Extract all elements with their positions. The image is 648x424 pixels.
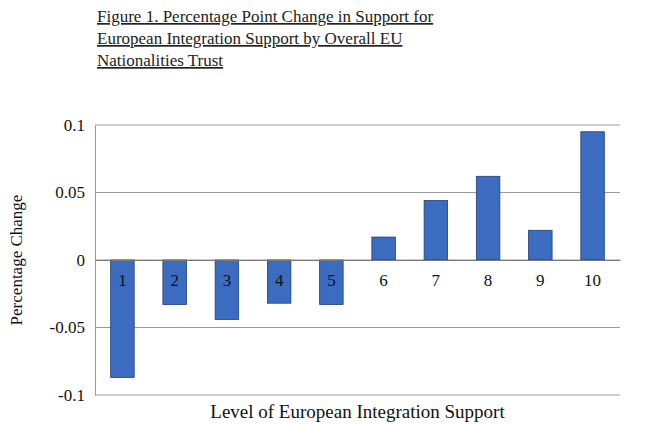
tick: 5 [327, 260, 336, 290]
title-line: Nationalities Trust [97, 51, 223, 70]
bar [215, 260, 239, 319]
bar [111, 260, 135, 377]
grid-line [95, 192, 620, 193]
bar [372, 237, 396, 260]
tick: -0.1 [58, 386, 95, 405]
tick-label: 0.05 [55, 183, 85, 202]
tick-label: 10 [584, 271, 601, 290]
bar [320, 260, 344, 305]
tick-label: 6 [379, 271, 388, 290]
tick-label: -0.05 [50, 318, 85, 337]
tick: -0.05 [50, 318, 95, 337]
tick: 9 [536, 260, 545, 290]
bar [581, 132, 605, 260]
title: Figure 1. Percentage Point Change in Sup… [97, 7, 434, 70]
tick-label: 4 [275, 271, 284, 290]
title-line: European Integration Support by Overall … [97, 29, 402, 48]
grid-line [95, 125, 620, 126]
tick: 10 [584, 260, 601, 290]
tick-label: 0.1 [64, 116, 85, 135]
tick-label: 7 [432, 271, 441, 290]
tick: 3 [223, 260, 232, 290]
grid-line [95, 395, 620, 396]
bars [111, 132, 605, 378]
y-axis-title: Percentage Change [7, 195, 26, 326]
y-axis: -0.1 -0.05 0 0.05 0.1 [50, 116, 96, 405]
x-axis-title: Level of European Integration Support [210, 401, 505, 422]
title-line: Figure 1. Percentage Point Change in Sup… [97, 7, 434, 26]
bar [163, 260, 187, 305]
tick: 0.1 [64, 116, 95, 135]
chart: Figure 1. Percentage Point Change in Sup… [0, 0, 648, 424]
tick-label: -0.1 [58, 386, 85, 405]
x-axis: 1 2 3 4 5 6 7 8 9 10 [96, 260, 621, 290]
tick: 8 [484, 260, 493, 290]
tick-label: 3 [223, 271, 232, 290]
tick: 7 [432, 260, 441, 290]
tick-label: 2 [170, 271, 179, 290]
tick-label: 0 [77, 251, 86, 270]
bar [424, 201, 448, 260]
bar [267, 260, 291, 303]
tick-label: 5 [327, 271, 336, 290]
tick-label: 9 [536, 271, 545, 290]
bar [529, 230, 553, 260]
tick: 0.05 [55, 183, 95, 202]
grid-line [95, 327, 620, 328]
tick: 1 [118, 260, 127, 290]
grid [95, 125, 620, 395]
tick: 0 [77, 251, 96, 270]
axis-line [96, 260, 621, 261]
tick: 2 [170, 260, 179, 290]
tick: 6 [379, 260, 388, 290]
tick-label: 1 [118, 271, 127, 290]
bar [476, 176, 500, 260]
tick: 4 [275, 260, 284, 290]
tick-label: 8 [484, 271, 493, 290]
